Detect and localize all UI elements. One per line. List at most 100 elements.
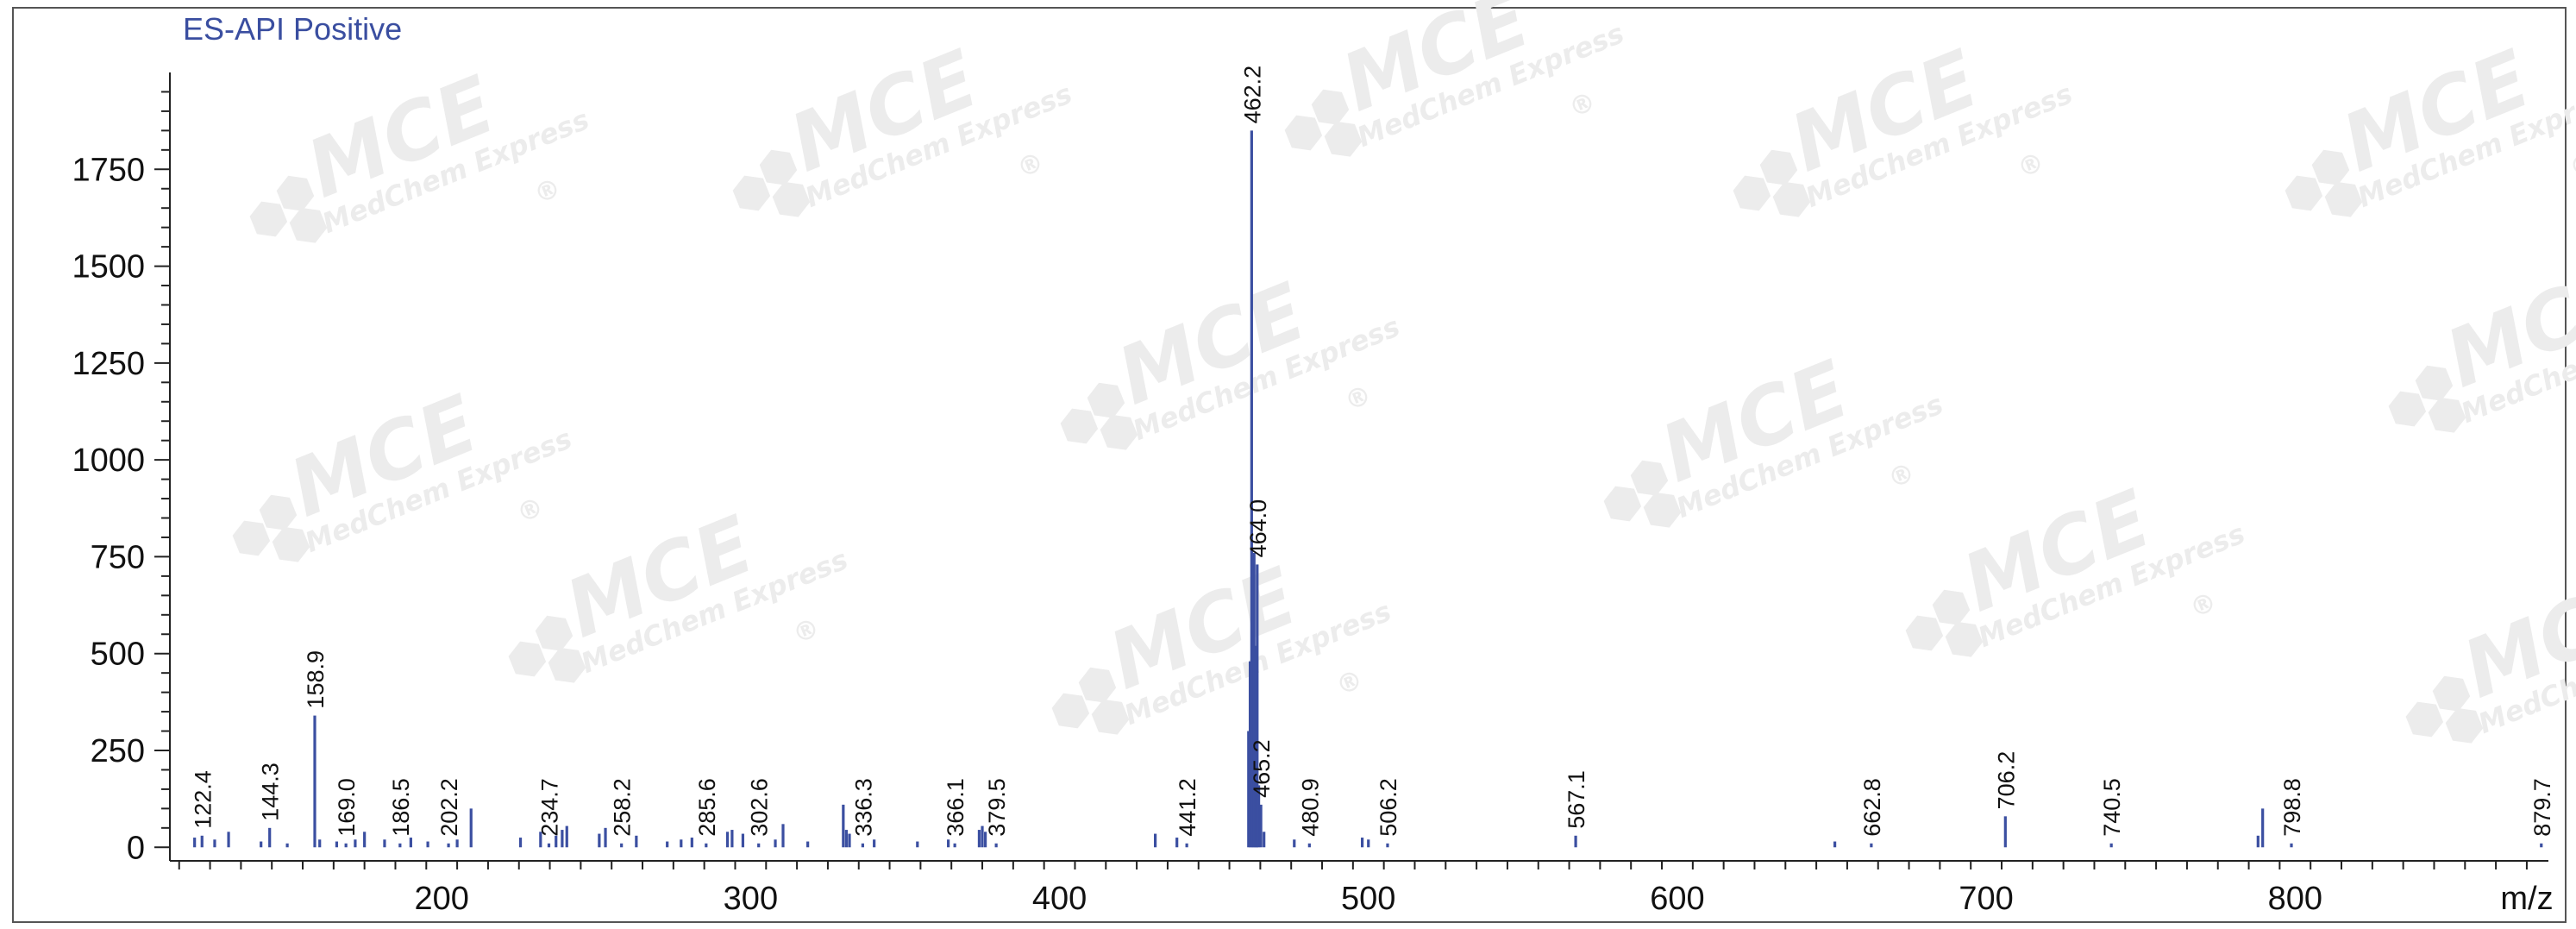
peak-label: 144.3 bbox=[258, 763, 284, 821]
watermark-registered: ® bbox=[530, 173, 565, 210]
peak-label: 879.7 bbox=[2529, 778, 2555, 837]
minor-peak-bar bbox=[555, 836, 557, 847]
minor-peak-bar bbox=[456, 839, 459, 847]
y-tick-label: 1250 bbox=[72, 346, 145, 382]
peak-label: 158.9 bbox=[303, 650, 329, 709]
minor-peak-bar bbox=[1367, 839, 1369, 847]
peak-label: 379.5 bbox=[984, 778, 1010, 837]
minor-peak-bar bbox=[410, 838, 412, 847]
minor-peak-bar bbox=[1361, 838, 1363, 847]
minor-peak-bar bbox=[2261, 808, 2264, 847]
peak-label: 662.8 bbox=[1859, 778, 1885, 837]
minor-peak-bar bbox=[604, 828, 606, 847]
y-tick-label: 250 bbox=[91, 733, 145, 769]
minor-peak-bar bbox=[742, 834, 744, 848]
y-tick-label: 500 bbox=[91, 637, 145, 673]
minor-peak-bar bbox=[598, 834, 600, 848]
peak-label: 122.4 bbox=[190, 770, 216, 829]
x-tick-label: 500 bbox=[1341, 881, 1395, 917]
peak-bars bbox=[193, 130, 2542, 847]
watermark-registered: ® bbox=[1883, 457, 1919, 495]
labeled-peak-bar bbox=[1870, 844, 1872, 847]
minor-peak-bar bbox=[842, 805, 844, 847]
labeled-peak-bar bbox=[313, 716, 316, 848]
peak-label: 366.1 bbox=[943, 778, 968, 837]
peak-label: 480.9 bbox=[1297, 778, 1323, 837]
labeled-peak-bar bbox=[1308, 844, 1311, 847]
peak-label: 285.6 bbox=[694, 778, 720, 837]
labeled-peak-bar bbox=[2004, 816, 2007, 847]
peak-label: 441.2 bbox=[1175, 778, 1200, 837]
watermark-registered: ® bbox=[788, 612, 824, 650]
y-tick-label: 0 bbox=[127, 830, 145, 866]
minor-peak-bar bbox=[318, 839, 321, 847]
x-tick-label: 400 bbox=[1032, 881, 1087, 917]
watermark-mce-logo: MCEMedChem Express® bbox=[2382, 527, 2576, 813]
watermark-registered: ® bbox=[1012, 147, 1048, 185]
peak-label: 465.2 bbox=[1249, 739, 1275, 798]
labeled-peak-bar bbox=[398, 844, 401, 847]
labeled-peak-bar bbox=[1186, 844, 1188, 847]
x-tick-label: 800 bbox=[2268, 881, 2322, 917]
minor-peak-bar bbox=[519, 838, 522, 847]
watermark-mce-logo: MCEMedChem Express® bbox=[1028, 518, 1415, 804]
minor-peak-bar bbox=[260, 842, 262, 848]
minor-peak-bar bbox=[193, 838, 196, 847]
labeled-peak-bar bbox=[2110, 844, 2113, 847]
peak-label: 186.5 bbox=[388, 778, 414, 837]
watermark-registered: ® bbox=[1332, 664, 1367, 702]
labeled-peak-bar bbox=[268, 828, 271, 847]
x-tick-label: 300 bbox=[724, 881, 778, 917]
minor-peak-bar bbox=[916, 842, 918, 848]
peak-label: 706.2 bbox=[1993, 751, 2019, 810]
watermark-registered: ® bbox=[512, 492, 548, 530]
minor-peak-bar bbox=[726, 832, 729, 847]
minor-peak-bar bbox=[227, 832, 229, 847]
peak-label: 567.1 bbox=[1564, 770, 1589, 829]
minor-peak-bar bbox=[354, 839, 356, 847]
labeled-peak-bar bbox=[705, 844, 707, 847]
minor-peak-bar bbox=[383, 839, 385, 847]
labeled-peak-bar bbox=[1574, 836, 1576, 847]
peak-label: 740.5 bbox=[2099, 778, 2125, 837]
minor-peak-bar bbox=[363, 832, 366, 847]
labeled-peak-bar bbox=[201, 836, 204, 847]
y-tick-label: 750 bbox=[91, 539, 145, 575]
minor-peak-bar bbox=[426, 842, 429, 848]
peak-label: 464.0 bbox=[1245, 499, 1271, 558]
minor-peak-bar bbox=[845, 830, 848, 847]
minor-peak-bar bbox=[730, 830, 733, 847]
watermark-registered: ® bbox=[1340, 380, 1376, 417]
minor-peak-bar bbox=[1263, 832, 1265, 847]
peak-label: 798.8 bbox=[2279, 778, 2305, 837]
watermark-mce-logo: MCEMedChem Express® bbox=[209, 346, 596, 631]
peak-label: 302.6 bbox=[747, 778, 773, 837]
minor-peak-bar bbox=[1154, 834, 1156, 848]
labeled-peak-bar bbox=[1386, 844, 1388, 847]
minor-peak-bar bbox=[781, 824, 784, 847]
minor-peak-bar bbox=[213, 839, 216, 847]
minor-peak-bar bbox=[2257, 836, 2259, 847]
peak-label: 506.2 bbox=[1376, 778, 1401, 837]
y-tick-label: 1500 bbox=[72, 249, 145, 286]
peak-label: 462.2 bbox=[1239, 66, 1265, 124]
labeled-peak-bar bbox=[447, 844, 449, 847]
watermark-mce-logo: MCEMedChem Express® bbox=[2261, 1, 2576, 286]
x-tick-label: 600 bbox=[1650, 881, 1704, 917]
watermark-mce-logo: MCEMedChem Express® bbox=[1037, 234, 1424, 519]
minor-peak-bar bbox=[691, 838, 693, 847]
minor-peak-bar bbox=[981, 826, 983, 848]
labeled-peak-bar bbox=[345, 844, 348, 847]
minor-peak-bar bbox=[1175, 838, 1178, 847]
labeled-peak-bar bbox=[2290, 844, 2292, 847]
y-tick-label: 1000 bbox=[72, 443, 145, 479]
peak-label: 336.3 bbox=[850, 778, 876, 837]
minor-peak-bar bbox=[566, 826, 568, 848]
labeled-peak-bar bbox=[548, 844, 550, 847]
labeled-peak-bar bbox=[1259, 805, 1262, 847]
minor-peak-bar bbox=[1293, 839, 1295, 847]
minor-peak-bar bbox=[978, 830, 981, 847]
